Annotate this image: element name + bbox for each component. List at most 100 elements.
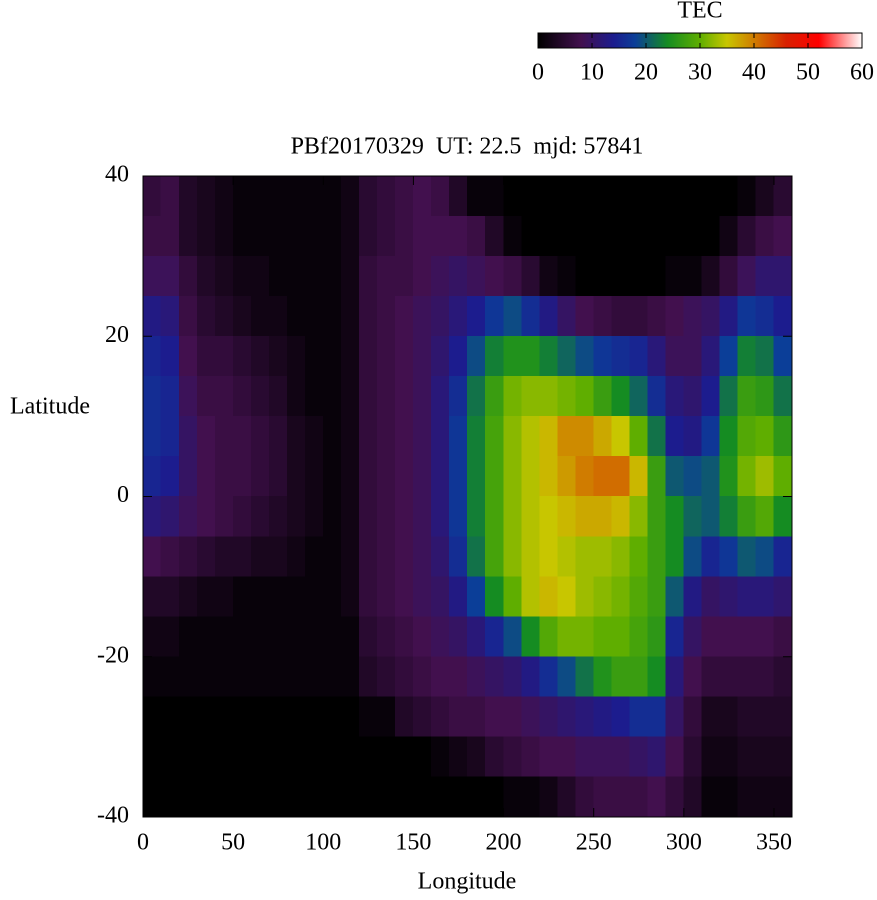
heatmap-cell	[575, 616, 594, 658]
heatmap-cell	[665, 576, 685, 617]
heatmap-cell	[359, 175, 378, 217]
x-tick-label: 150	[395, 830, 431, 856]
heatmap-cell	[773, 255, 793, 297]
heatmap-cell	[341, 536, 360, 577]
heatmap-cell	[196, 496, 216, 537]
heatmap-cell	[755, 255, 775, 297]
heatmap-cell	[142, 696, 162, 738]
heatmap-cell	[467, 656, 486, 698]
heatmap-cell	[413, 536, 432, 577]
heatmap-cell	[250, 496, 270, 537]
heatmap-cell	[575, 696, 594, 738]
heatmap-cell	[359, 696, 378, 738]
colorbar-tick-label: 20	[634, 60, 658, 86]
heatmap-cell	[629, 295, 649, 337]
colorbar-tick-label: 40	[742, 60, 766, 86]
heatmap-cell	[575, 215, 594, 257]
heatmap-cell	[178, 576, 198, 617]
heatmap-cell	[611, 456, 631, 497]
heatmap-cell	[377, 255, 396, 297]
heatmap-cell	[286, 616, 306, 658]
heatmap-cell	[773, 295, 793, 337]
heatmap-cell	[755, 456, 775, 497]
heatmap-cell	[431, 496, 450, 537]
heatmap-cell	[395, 335, 414, 377]
heatmap-cell	[521, 456, 540, 497]
heatmap-cell	[160, 456, 180, 497]
heatmap-cell	[503, 736, 522, 778]
heatmap-cell	[449, 255, 468, 297]
heatmap-cell	[737, 416, 757, 457]
heatmap-cell	[575, 576, 594, 617]
heatmap-cell	[196, 295, 216, 337]
heatmap-cell	[503, 776, 522, 818]
heatmap-cell	[250, 215, 270, 257]
heatmap-cell	[322, 536, 342, 577]
heatmap-cell	[322, 656, 342, 698]
heatmap-cell	[142, 255, 162, 297]
heatmap-cell	[611, 696, 631, 738]
heatmap-cell	[755, 576, 775, 617]
heatmap-cell	[755, 175, 775, 217]
heatmap-cell	[485, 696, 504, 738]
heatmap-cell	[196, 175, 216, 217]
heatmap-cell	[755, 696, 775, 738]
heatmap-cell	[286, 536, 306, 577]
heatmap-cell	[485, 335, 504, 377]
heatmap-cell	[286, 175, 306, 217]
heatmap-cell	[250, 776, 270, 818]
heatmap-cell	[322, 456, 342, 497]
heatmap-cell	[431, 335, 450, 377]
heatmap-cell	[341, 335, 360, 377]
heatmap-cell	[719, 696, 739, 738]
heatmap-cell	[232, 696, 252, 738]
heatmap-cell	[431, 215, 450, 257]
heatmap-cell	[467, 696, 486, 738]
heatmap-cell	[467, 576, 486, 617]
heatmap-cell	[665, 536, 685, 577]
heatmap-cell	[593, 255, 613, 297]
heatmap-cell	[593, 616, 613, 658]
heatmap-cell	[196, 215, 216, 257]
heatmap-cell	[395, 616, 414, 658]
heatmap-cell	[719, 736, 739, 778]
heatmap-cell	[449, 175, 468, 217]
heatmap-cell	[611, 656, 631, 698]
heatmap-cell	[142, 335, 162, 377]
heatmap-cell	[701, 215, 721, 257]
heatmap-cell	[557, 175, 576, 217]
heatmap-cell	[431, 416, 450, 457]
heatmap-cell	[160, 696, 180, 738]
heatmap-cell	[701, 295, 721, 337]
heatmap-cell	[557, 335, 576, 377]
heatmap-cell	[214, 776, 234, 818]
heatmap-cell	[485, 215, 504, 257]
heatmap-cell	[214, 175, 234, 217]
heatmap-cell	[575, 335, 594, 377]
heatmap-cell	[395, 776, 414, 818]
heatmap-cell	[737, 616, 757, 658]
heatmap-cell	[160, 295, 180, 337]
heatmap-cell	[142, 656, 162, 698]
heatmap-cell	[629, 255, 649, 297]
heatmap-cell	[665, 416, 685, 457]
heatmap-cell	[701, 456, 721, 497]
heatmap-cell	[286, 416, 306, 457]
heatmap-cell	[431, 776, 450, 818]
heatmap-cell	[377, 175, 396, 217]
heatmap-cell	[485, 376, 504, 417]
heatmap-cell	[196, 536, 216, 577]
heatmap-cell	[359, 376, 378, 417]
heatmap-cell	[719, 456, 739, 497]
heatmap-cell	[755, 776, 775, 818]
heatmap-cell	[341, 696, 360, 738]
heatmap-cell	[737, 255, 757, 297]
heatmap-cell	[701, 376, 721, 417]
heatmap-cell	[160, 536, 180, 577]
heatmap-cell	[467, 776, 486, 818]
heatmap-cell	[719, 776, 739, 818]
heatmap-cell	[575, 376, 594, 417]
heatmap-cell	[575, 656, 594, 698]
heatmap-cell	[142, 376, 162, 417]
heatmap-cell	[647, 536, 667, 577]
